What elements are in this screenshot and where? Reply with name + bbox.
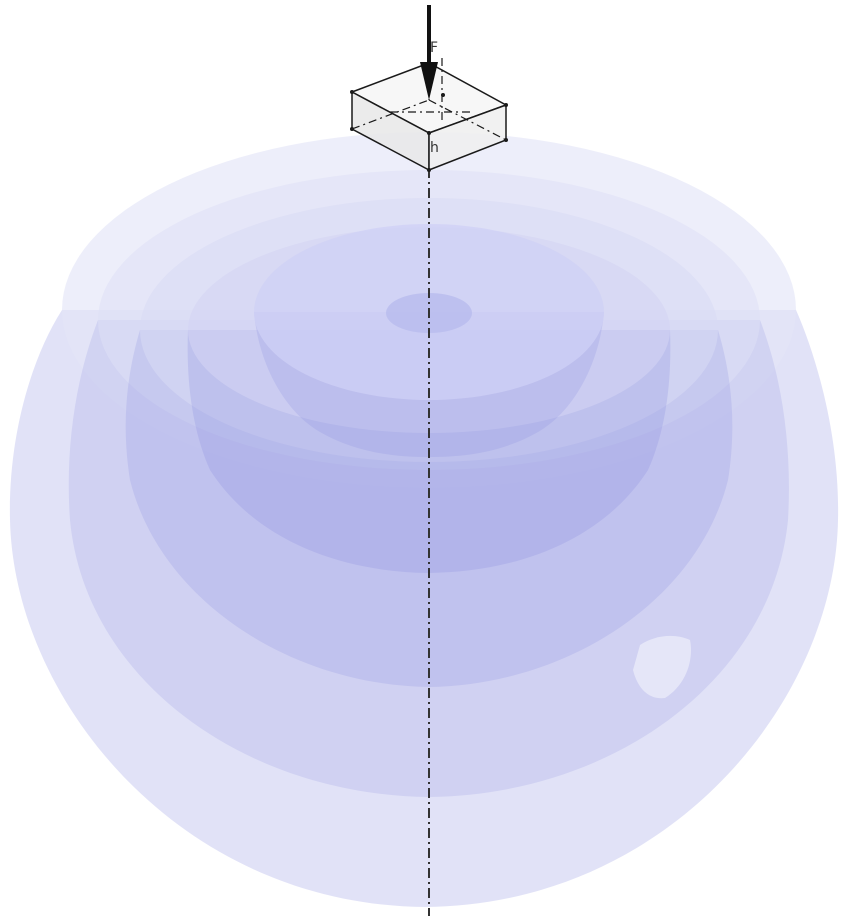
highlight-patch — [633, 635, 691, 699]
force-arrow-icon — [420, 5, 438, 100]
height-label: h — [430, 140, 439, 156]
force-label: F — [430, 40, 438, 56]
pressure-bulbs — [9, 132, 839, 907]
